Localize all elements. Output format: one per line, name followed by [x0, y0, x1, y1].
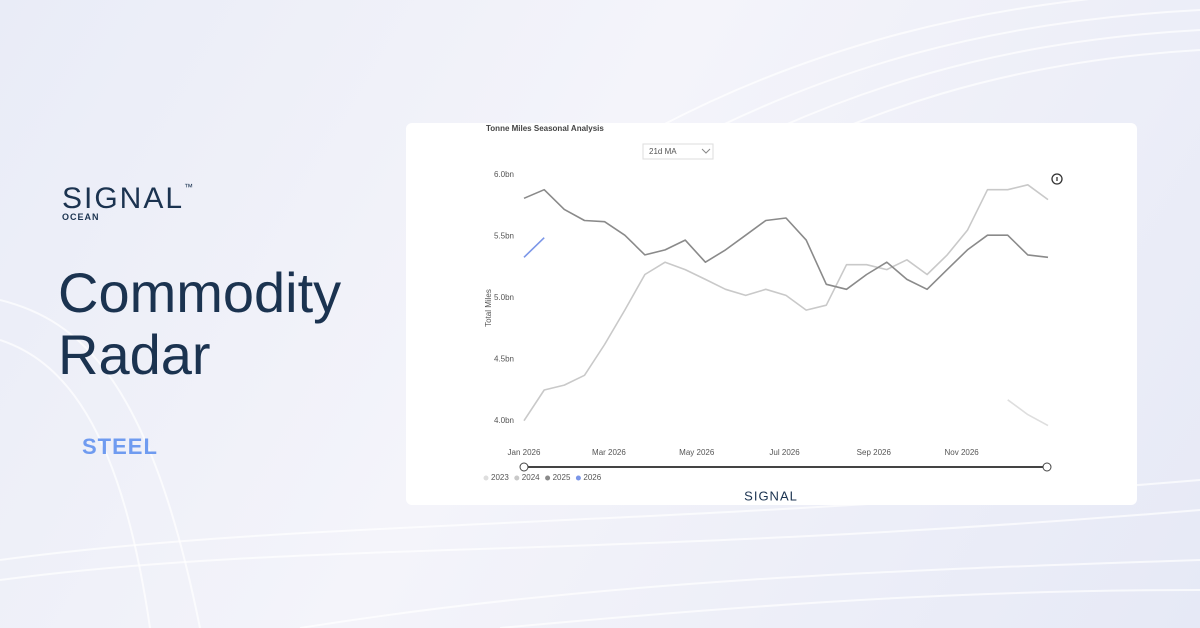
info-icon[interactable] — [1051, 173, 1063, 185]
slider-handle[interactable] — [519, 462, 529, 472]
y-tick-label: 5.5bn — [494, 232, 514, 241]
logo: SIGNAL™ — [62, 182, 195, 216]
logo-text: SIGNAL — [62, 182, 185, 215]
legend-label: 2024 — [522, 473, 540, 482]
y-tick-label: 4.5bn — [494, 354, 514, 363]
x-tick-label: Sep 2026 — [857, 448, 892, 457]
series-line — [523, 184, 1049, 422]
x-tick-label: Jul 2026 — [769, 448, 800, 457]
series-line — [523, 237, 545, 258]
y-tick-label: 6.0bn — [494, 170, 514, 179]
series-line — [1007, 399, 1049, 427]
headline-line: Commodity — [58, 261, 342, 324]
y-axis-label: Total Miles — [484, 289, 493, 327]
dropdown-arrow[interactable] — [701, 148, 711, 154]
y-tick-label: 4.0bn — [494, 416, 514, 425]
x-tick-label: Mar 2026 — [592, 448, 626, 457]
headline-line: Radar — [58, 323, 211, 386]
chart-panel: Tonne Miles Seasonal Analysis 21d MA Tot… — [406, 123, 1137, 505]
legend-swatch — [483, 475, 489, 481]
dropdown[interactable] — [642, 143, 714, 160]
logo-sub: OCEAN — [62, 212, 100, 222]
legend-swatch — [575, 475, 581, 481]
legend-swatch — [545, 475, 551, 481]
chart: Tonne Miles Seasonal Analysis 21d MA Tot… — [483, 124, 1063, 503]
headline: Commodity Radar — [58, 262, 341, 386]
y-tick-label: 5.0bn — [494, 293, 514, 302]
chart-title: Tonne Miles Seasonal Analysis — [486, 124, 604, 133]
legend-swatch — [514, 475, 520, 481]
x-tick-label: Jan 2026 — [508, 448, 541, 457]
footer-logo: SIGNAL — [744, 488, 798, 503]
slider-handle[interactable] — [1042, 462, 1052, 472]
tag: STEEL — [82, 434, 158, 459]
x-tick-label: May 2026 — [679, 448, 715, 457]
legend-label: 2026 — [583, 473, 601, 482]
series-line — [523, 188, 1049, 291]
legend-label: 2025 — [553, 473, 571, 482]
x-tick-label: Nov 2026 — [945, 448, 980, 457]
legend-label: 2023 — [491, 473, 509, 482]
brand: SIGNAL™ OCEAN — [62, 182, 195, 222]
trademark: ™ — [184, 182, 196, 192]
dropdown-label[interactable]: 21d MA — [649, 147, 677, 156]
